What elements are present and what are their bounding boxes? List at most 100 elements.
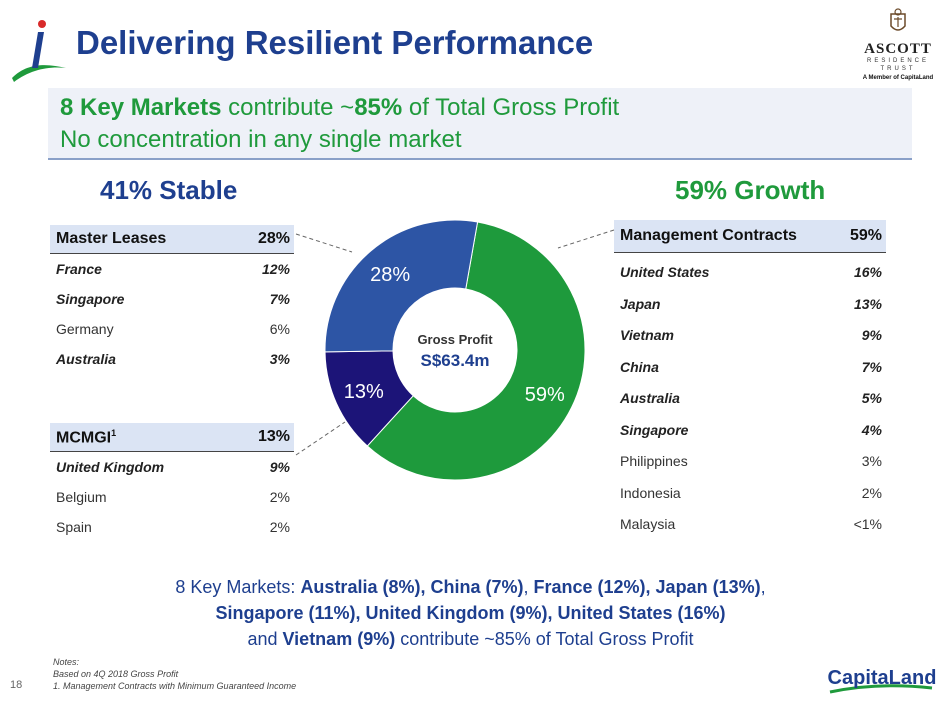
table-row: Indonesia 2% xyxy=(614,478,886,510)
summary-line-2: Singapore (11%), United Kingdom (9%), Un… xyxy=(0,600,941,626)
summary-text-1c: , xyxy=(523,577,534,597)
summary-text: 8 Key Markets: Australia (8%), China (7%… xyxy=(0,574,941,652)
table-header: Master Leases 28% xyxy=(50,225,294,254)
crest-icon xyxy=(890,8,906,31)
center-label: Gross Profit xyxy=(417,332,493,347)
row-value: 2% xyxy=(269,519,290,535)
header-value: 28% xyxy=(257,230,290,247)
header-label: MCMGI1 xyxy=(56,428,116,447)
notes-line-2: 1. Management Contracts with Minimum Gua… xyxy=(53,681,297,691)
row-value: 5% xyxy=(861,390,882,406)
summary-line-1: 8 Key Markets: Australia (8%), China (7%… xyxy=(0,574,941,600)
ascott-name: ASCOTT xyxy=(864,41,932,57)
banner-line-1: 8 Key Markets contribute ~85% of Total G… xyxy=(60,94,619,122)
row-value: 2% xyxy=(269,489,290,505)
ascott-sub2: TRUST xyxy=(880,66,916,72)
row-value: <1% xyxy=(853,516,882,532)
banner-bold: 8 Key Markets xyxy=(60,94,222,121)
summary-line-3: and Vietnam (9%) contribute ~85% of Tota… xyxy=(0,626,941,652)
table-row: United Kingdom 9% xyxy=(50,452,294,482)
notes-heading: Notes: xyxy=(53,657,80,667)
center-value: S$63.4m xyxy=(421,351,490,370)
table-row: Vietnam 9% xyxy=(614,320,886,352)
key-message-banner: 8 Key Markets contribute ~85% of Total G… xyxy=(48,88,912,160)
table-header: MCMGI1 13% xyxy=(50,423,294,452)
page-title: Delivering Resilient Performance xyxy=(76,24,594,61)
summary-text-1a: 8 Key Markets: xyxy=(175,577,301,597)
donut-slice-28 xyxy=(324,219,479,353)
summary-text-1b: Australia (8%), China (7%) xyxy=(300,577,524,597)
summary-text-1e: , xyxy=(760,577,766,597)
row-label: Singapore xyxy=(56,291,125,307)
growth-heading: 59% Growth xyxy=(675,175,826,205)
capitaland-logo: CapitaLand xyxy=(828,667,936,694)
banner-pct: 85% xyxy=(354,94,403,121)
member-text: A Member of CapitaLand xyxy=(862,75,934,81)
table-row: Malaysia <1% xyxy=(614,509,886,541)
row-value: 2% xyxy=(861,484,882,501)
notes-line-1: Based on 4Q 2018 Gross Profit xyxy=(53,669,179,679)
stable-heading: 41% Stable xyxy=(100,175,238,205)
page-number: 18 xyxy=(10,679,23,691)
summary-text-3a: and xyxy=(247,629,283,649)
header-value: 59% xyxy=(849,227,882,244)
table-row: Japan 13% xyxy=(614,289,886,321)
summary-text-2a: Singapore (11%), United Kingdom (9%), Un… xyxy=(215,603,726,623)
row-value: 16% xyxy=(853,264,882,280)
summary-text-3b: Vietnam (9%) xyxy=(282,629,396,649)
banner-mid: contribute ~ xyxy=(221,94,355,121)
donut-slice-label: 59% xyxy=(525,384,565,406)
table-row: Philippines 3% xyxy=(614,446,886,478)
capitaland-text: CapitaLand xyxy=(828,667,936,689)
table-row: Singapore 7% xyxy=(50,284,294,314)
management-contracts-table: Management Contracts 59% United States 16… xyxy=(614,220,886,541)
table-header: Management Contracts 59% xyxy=(614,220,886,253)
table-row: China 7% xyxy=(614,352,886,384)
notes: Notes: Based on 4Q 2018 Gross Profit 1. … xyxy=(53,656,296,692)
row-label: France xyxy=(56,261,102,277)
table-row: Belgium 2% xyxy=(50,482,294,512)
row-label: Vietnam xyxy=(620,327,674,343)
row-label: Singapore xyxy=(620,421,689,438)
row-value: 4% xyxy=(861,421,882,438)
row-value: 3% xyxy=(269,351,290,367)
row-label: Indonesia xyxy=(620,484,681,501)
row-value: 6% xyxy=(269,321,290,337)
master-leases-table: Master Leases 28% France 12% Singapore 7% Ge… xyxy=(50,225,294,374)
gross-profit-donut-chart: 59% 13% 28% Gross Profit S$63.4m xyxy=(324,219,586,481)
table-row: Spain 2% xyxy=(50,512,294,542)
summary-text-3c: contribute ~85% of Total Gross Profit xyxy=(395,629,694,649)
row-value: 3% xyxy=(861,453,882,469)
header-label: Management Contracts xyxy=(620,227,797,244)
table-row: France 12% xyxy=(50,254,294,284)
header-value: 13% xyxy=(257,428,290,445)
table-row: Germany 6% xyxy=(50,314,294,344)
ascott-logo: ASCOTT RESIDENCE TRUST A Member of Capit… xyxy=(858,8,938,81)
row-label: Australia xyxy=(56,351,116,367)
row-value: 12% xyxy=(261,261,290,277)
table-row: Singapore 4% xyxy=(614,415,886,447)
mcmgi-table: MCMGI1 13% United Kingdom 9% Belgium 2% Spai… xyxy=(50,423,294,542)
banner-end: of Total Gross Profit xyxy=(402,94,620,121)
row-value: 13% xyxy=(853,295,882,312)
row-label: Philippines xyxy=(620,453,688,469)
banner-line-2: No concentration in any single market xyxy=(60,126,462,153)
footnote-ref: 1 xyxy=(111,428,117,438)
row-label: Malaysia xyxy=(620,516,676,532)
row-label: Australia xyxy=(620,390,680,406)
donut-slice-label: 28% xyxy=(370,264,410,286)
header-label: Master Leases xyxy=(56,230,167,247)
table-row: Australia 5% xyxy=(614,383,886,415)
row-label: United States xyxy=(620,264,710,280)
donut-slice-59 xyxy=(366,221,586,481)
table-row: United States 16% xyxy=(614,257,886,289)
row-value: 9% xyxy=(861,327,882,343)
row-label: Germany xyxy=(56,321,114,337)
row-value: 7% xyxy=(861,358,882,375)
header-label-text: MCMGI xyxy=(56,429,112,447)
row-label: Spain xyxy=(56,519,92,535)
row-label: Belgium xyxy=(56,489,107,505)
ascott-swoosh-logo xyxy=(12,20,66,82)
row-value: 9% xyxy=(269,459,290,475)
table-row: Australia 3% xyxy=(50,344,294,374)
